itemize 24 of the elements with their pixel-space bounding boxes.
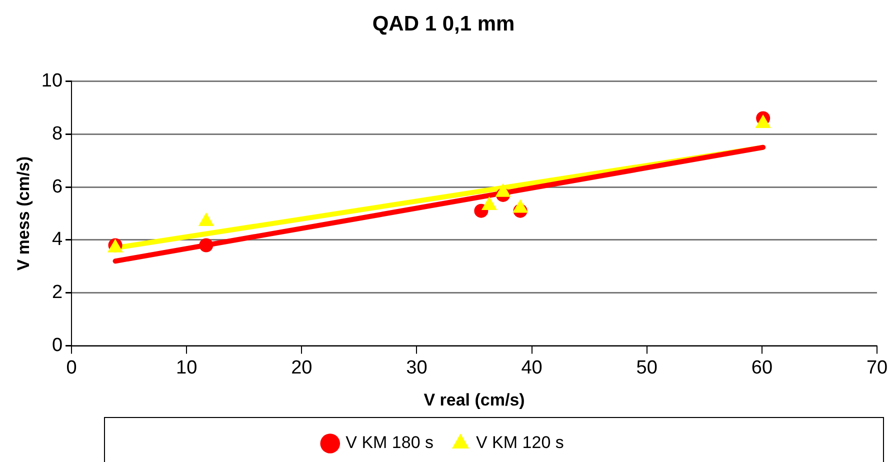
y-tick-label: 2 xyxy=(52,282,63,304)
x-tick-label: 0 xyxy=(66,357,77,378)
x-tick-label: 10 xyxy=(176,357,198,378)
point xyxy=(495,183,511,197)
y-tick-label: 4 xyxy=(52,229,63,250)
point xyxy=(512,199,528,213)
y-tick-label: 6 xyxy=(52,176,63,198)
legend-label: V KM 120 s xyxy=(476,433,564,452)
point xyxy=(755,114,771,128)
y-tick-label: 8 xyxy=(52,123,63,144)
legend-label: V KM 180 s xyxy=(346,433,434,452)
point xyxy=(199,238,214,252)
x-tick-label: 40 xyxy=(521,357,542,378)
y-tick-label: 10 xyxy=(41,70,63,92)
point xyxy=(481,196,498,210)
x-axis-title: V real (cm/s) xyxy=(424,390,525,410)
y-tick-label: 0 xyxy=(52,335,63,356)
y-axis-title: V mess (cm/s) xyxy=(14,156,33,271)
x-tick-label: 50 xyxy=(636,357,658,378)
x-tick-label: 20 xyxy=(291,357,312,378)
x-tick-label: 70 xyxy=(866,357,888,378)
x-tick-label: 30 xyxy=(406,357,428,378)
x-tick-label: 60 xyxy=(751,357,773,378)
chart-title: QAD 1 0,1 mm xyxy=(372,12,515,36)
